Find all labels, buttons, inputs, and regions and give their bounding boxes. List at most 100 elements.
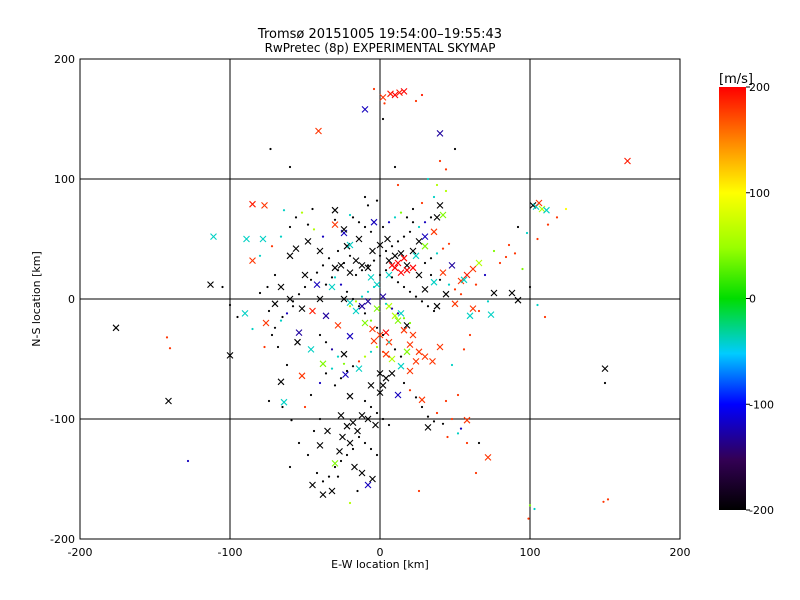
data-point-x <box>400 326 408 334</box>
data-point-x <box>336 448 343 455</box>
data-point-dot <box>351 297 355 301</box>
data-point-dot <box>417 489 421 493</box>
data-point-dot <box>236 315 239 319</box>
colorbar-tick-label: 200 <box>749 81 770 94</box>
data-point-dot <box>381 225 385 229</box>
data-point-x <box>262 319 270 327</box>
data-point-x <box>421 242 429 250</box>
data-point-dot <box>369 350 373 353</box>
data-point-dot <box>324 341 328 344</box>
data-point-dot <box>504 255 508 259</box>
data-point-x <box>394 259 402 267</box>
data-point-x <box>460 276 468 284</box>
data-point-x <box>372 421 379 429</box>
data-point-dot <box>330 276 334 279</box>
data-point-x <box>415 238 423 245</box>
data-point-dot <box>453 288 457 291</box>
data-point-dot <box>507 243 511 247</box>
colorbar-tick-label: -200 <box>749 504 774 517</box>
data-point-dot <box>294 216 298 219</box>
data-point-dot <box>327 475 331 478</box>
data-point-x <box>309 307 316 315</box>
data-point-dot <box>369 319 373 322</box>
data-point-dot <box>390 307 394 310</box>
data-point-dot <box>357 305 361 308</box>
data-point-dot <box>528 504 532 507</box>
x-tick-label: 200 <box>670 546 691 559</box>
data-point-x <box>412 252 420 260</box>
colorbar-gradient <box>719 87 746 510</box>
data-point-x <box>301 271 309 279</box>
data-point-dot <box>339 459 343 463</box>
data-point-dot <box>387 355 391 358</box>
data-point-dot <box>258 291 262 295</box>
data-point-x <box>439 211 447 219</box>
data-point-x <box>376 389 384 396</box>
data-point-x <box>439 269 447 276</box>
data-point-x <box>249 200 256 208</box>
data-point-x <box>277 283 285 291</box>
data-point-dot <box>266 285 269 289</box>
data-point-dot <box>369 447 373 451</box>
data-point-x <box>490 289 498 297</box>
data-point-dot <box>369 230 373 233</box>
data-point-dot <box>414 99 418 103</box>
data-point-x <box>271 300 279 308</box>
data-point-x <box>367 382 375 389</box>
data-point-x <box>280 398 288 406</box>
data-point-dot <box>420 300 424 303</box>
data-point-dot <box>459 293 463 296</box>
data-point-x <box>294 338 301 346</box>
data-point-dot <box>270 245 274 248</box>
data-point-dot <box>417 225 421 229</box>
data-point-dot <box>330 367 334 370</box>
data-point-dot <box>477 441 481 445</box>
data-point-x <box>309 481 316 489</box>
chart-subtitle: RwPretec (8p) EXPERIMENTAL SKYMAP <box>265 41 496 55</box>
data-point-x <box>442 290 450 298</box>
data-point-dot <box>267 309 271 313</box>
data-point-x <box>304 238 312 245</box>
data-point-x <box>355 235 363 243</box>
data-point-dot <box>351 447 355 451</box>
data-point-x <box>364 264 372 272</box>
data-point-x <box>358 412 366 419</box>
data-point-dot <box>426 177 430 181</box>
data-point-x <box>358 302 366 310</box>
colorbar-tick-label: -100 <box>749 398 774 411</box>
data-point-x <box>165 397 172 405</box>
data-point-dot <box>339 377 343 380</box>
data-point-dot <box>462 348 466 351</box>
data-point-x <box>433 302 441 310</box>
data-point-x <box>337 412 345 419</box>
data-point-x <box>421 286 429 293</box>
colorbar-label: [m/s] <box>719 72 753 87</box>
data-point-dot <box>426 305 430 308</box>
data-point-x <box>409 331 417 339</box>
data-point-dot <box>291 305 295 308</box>
data-point-dot <box>399 355 403 358</box>
data-point-dot <box>381 333 385 337</box>
data-point-x <box>418 396 426 404</box>
data-point-dot <box>393 216 397 219</box>
data-point-x <box>538 205 546 213</box>
data-point-dot <box>327 257 331 260</box>
colorbar-ticks: -200 -100 0 100 200 <box>746 81 774 517</box>
data-point-dot <box>324 283 328 286</box>
data-point-x <box>400 254 408 262</box>
y-tick-label: 0 <box>68 293 75 306</box>
data-point-x <box>354 427 361 435</box>
data-point-x <box>261 202 268 209</box>
data-point-dot <box>251 327 254 331</box>
data-point-x <box>379 94 387 101</box>
data-point-dot <box>267 399 271 403</box>
data-point-x <box>376 370 384 377</box>
data-point-dot <box>546 223 550 226</box>
data-points <box>112 87 631 520</box>
data-point-x <box>298 305 306 312</box>
data-point-dot <box>288 165 292 169</box>
data-point-dot <box>285 312 289 315</box>
data-point-x <box>484 454 492 461</box>
data-point-dot <box>527 517 530 520</box>
